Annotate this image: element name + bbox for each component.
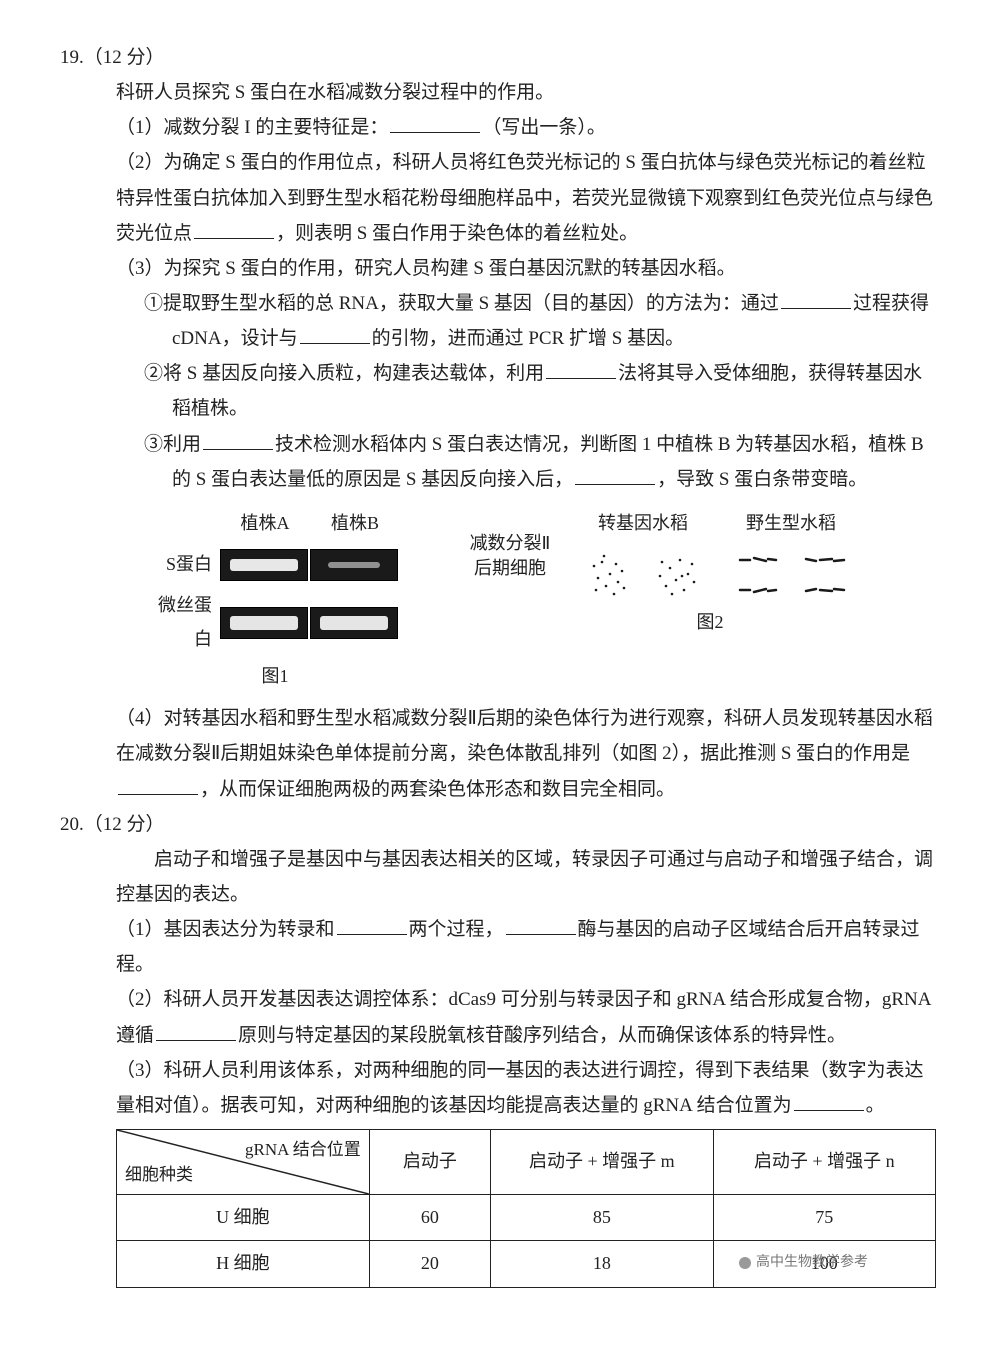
fig2-head-left: 转基因水稻 — [598, 507, 688, 540]
table-row: U 细胞 60 85 75 — [117, 1195, 936, 1241]
blank — [575, 465, 655, 485]
fig2-side-label: 减数分裂Ⅱ 后期细胞 — [450, 507, 570, 581]
blank — [300, 324, 370, 344]
fig1-head-a: 植株A — [220, 507, 310, 540]
q19-part3-lead: （3）为探究 S 蛋白的作用，研究人员构建 S 蛋白基因沉默的转基因水稻。 — [60, 251, 940, 286]
figure-2: 减数分裂Ⅱ 后期细胞 转基因水稻 — [450, 507, 850, 640]
q19-part2: （2）为确定 S 蛋白的作用位点，科研人员将红色荧光标记的 S 蛋白抗体与绿色荧… — [60, 145, 940, 250]
blank — [156, 1021, 236, 1041]
fig2-caption: 图2 — [697, 606, 724, 639]
wechat-icon — [738, 1256, 752, 1270]
table-header: 启动子 — [369, 1130, 490, 1195]
blank — [203, 430, 273, 450]
table-header: 启动子 + 增强子 m — [491, 1130, 713, 1195]
fig2-cell — [800, 546, 850, 602]
q19-part3-2: ②将 S 基因反向接入质粒，构建表达载体，利用法将其导入受体细胞，获得转基因水稻… — [60, 356, 940, 426]
table-header: 启动子 + 增强子 n — [713, 1130, 935, 1195]
fig1-head-b: 植株B — [310, 507, 400, 540]
q19-intro: 科研人员探究 S 蛋白在水稻减数分裂过程中的作用。 — [60, 75, 940, 110]
q19-part3-1: ①提取野生型水稻的总 RNA，获取大量 S 基因（目的基因）的方法为：通过过程获… — [60, 286, 940, 356]
gel-w-a — [220, 607, 308, 639]
blank — [194, 219, 274, 239]
blank — [794, 1091, 864, 1111]
gel-w-b — [310, 607, 398, 639]
gel-s-b — [310, 549, 398, 581]
blank — [781, 289, 851, 309]
fig1-label-w: 微丝蛋白 — [150, 589, 220, 656]
gel-s-a — [220, 549, 308, 581]
figure-1: 植株A 植株B S蛋白 微丝蛋白 图1 — [150, 507, 400, 693]
fig1-caption: 图1 — [262, 660, 289, 693]
fig2-cell — [652, 546, 702, 602]
watermark: 高中生物教学参考 — [738, 1250, 868, 1276]
blank — [337, 915, 407, 935]
diag-top-label: gRNA 结合位置 — [245, 1134, 361, 1165]
diag-bottom-label: 细胞种类 — [125, 1159, 193, 1190]
q19-part4: （4）对转基因水稻和野生型水稻减数分裂Ⅱ后期的染色体行为进行观察，科研人员发现转… — [60, 701, 940, 806]
fig1-label-s: S蛋白 — [150, 548, 220, 581]
fig2-cell — [584, 546, 634, 602]
blank — [546, 359, 616, 379]
q20-part2: （2）科研人员开发基因表达调控体系：dCas9 可分别与转录因子和 gRNA 结… — [60, 982, 940, 1052]
q20-number: 20.（12 分） — [60, 807, 940, 842]
q19-number: 19.（12 分） — [60, 40, 940, 75]
figure-row: 植株A 植株B S蛋白 微丝蛋白 图1 减数分裂Ⅱ 后期细胞 — [60, 507, 940, 693]
blank — [390, 113, 480, 133]
q19-part1: （1）减数分裂 I 的主要特征是：（写出一条）。 — [60, 110, 940, 145]
q19-part3-3: ③利用技术检测水稻体内 S 蛋白表达情况，判断图 1 中植株 B 为转基因水稻，… — [60, 427, 940, 497]
table-diag-cell: gRNA 结合位置 细胞种类 — [117, 1130, 370, 1195]
q20-part1: （1）基因表达分为转录和两个过程，酶与基因的启动子区域结合后开启转录过程。 — [60, 912, 940, 982]
blank — [506, 915, 576, 935]
blank — [118, 775, 198, 795]
q20-intro: 启动子和增强子是基因中与基因表达相关的区域，转录因子可通过与启动子和增强子结合，… — [60, 842, 940, 912]
fig2-cell — [732, 546, 782, 602]
fig2-head-right: 野生型水稻 — [746, 507, 836, 540]
q20-part3: （3）科研人员利用该体系，对两种细胞的同一基因的表达进行调控，得到下表结果（数字… — [60, 1053, 940, 1123]
